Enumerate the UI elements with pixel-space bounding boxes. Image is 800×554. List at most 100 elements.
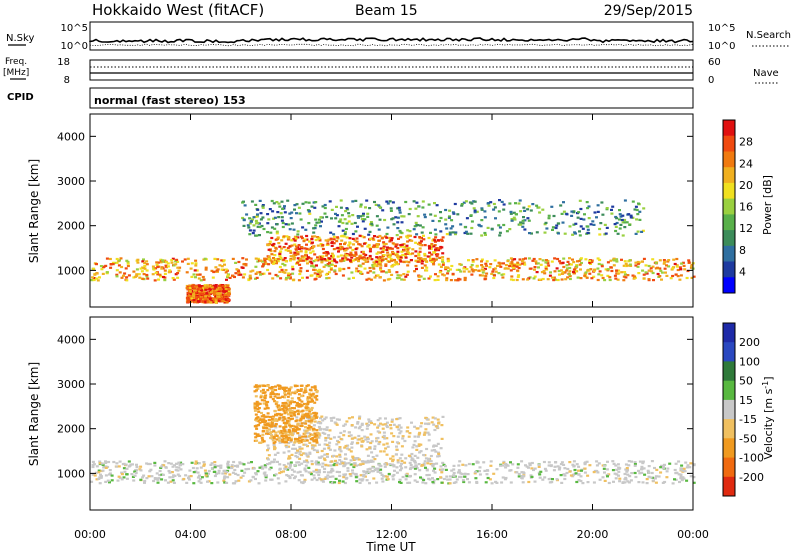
heatmap-cell	[285, 474, 289, 477]
heatmap-cell	[433, 228, 437, 231]
heatmap-cell	[181, 260, 184, 263]
heatmap-cell	[175, 258, 179, 261]
heatmap-cell	[295, 212, 298, 215]
heatmap-cell	[110, 474, 114, 477]
heatmap-cell	[310, 463, 314, 466]
heatmap-cell	[531, 259, 535, 262]
heatmap-cell	[275, 438, 279, 441]
heatmap-cell	[573, 468, 577, 472]
heatmap-cell	[392, 473, 396, 477]
heatmap-cell	[502, 273, 506, 276]
heatmap-cell	[316, 431, 320, 435]
heatmap-cell	[271, 389, 274, 392]
heatmap-cell	[483, 267, 487, 270]
heatmap-cell	[268, 422, 272, 425]
heatmap-cell	[359, 463, 363, 466]
heatmap-cell	[223, 481, 227, 484]
heatmap-cell	[375, 440, 378, 443]
heatmap-cell	[333, 421, 337, 424]
heatmap-cell	[470, 268, 474, 271]
heatmap-cell	[442, 274, 446, 277]
heatmap-cell	[408, 207, 412, 211]
heatmap-cell	[499, 265, 503, 268]
heatmap-cell	[145, 462, 149, 465]
heatmap-cell	[264, 419, 268, 423]
heatmap-cell	[322, 447, 326, 450]
heatmap-cell	[153, 279, 157, 282]
heatmap-cell	[278, 441, 282, 444]
heatmap-cell	[575, 265, 579, 268]
heatmap-cell	[151, 273, 155, 276]
noise-panel-frame	[89, 21, 694, 51]
heatmap-cell	[284, 249, 288, 252]
heatmap-cell	[171, 465, 175, 468]
heatmap-cell	[337, 250, 340, 253]
heatmap-cell	[293, 441, 297, 444]
heatmap-cell	[404, 466, 408, 469]
heatmap-cell	[288, 476, 292, 480]
y-tick-label: 1000	[57, 467, 85, 480]
heatmap-cell	[421, 259, 425, 262]
heatmap-cell	[640, 468, 644, 471]
heatmap-cell	[286, 474, 290, 477]
heatmap-cell	[265, 474, 268, 477]
heatmap-cell	[385, 236, 389, 239]
heatmap-cell	[199, 466, 203, 469]
heatmap-cell	[160, 267, 164, 270]
heatmap-cell	[647, 264, 651, 268]
heatmap-cell	[127, 465, 131, 468]
heatmap-cell	[433, 467, 437, 470]
heatmap-cell	[213, 466, 217, 469]
heatmap-cell	[615, 260, 619, 263]
heatmap-cell	[188, 469, 192, 472]
heatmap-cell	[332, 416, 336, 419]
heatmap-cell	[319, 478, 323, 481]
heatmap-cell	[309, 421, 313, 424]
heatmap-cell	[644, 271, 648, 274]
heatmap-cell	[210, 482, 214, 485]
heatmap-cell	[274, 258, 278, 261]
colorbar-tick-label: -200	[739, 471, 764, 484]
heatmap-cell	[315, 471, 319, 474]
heatmap-cell	[633, 275, 636, 278]
heatmap-cell	[436, 253, 440, 256]
heatmap-cell	[473, 472, 477, 475]
colorbar-swatch	[723, 135, 735, 152]
heatmap-cell	[636, 213, 640, 216]
heatmap-cell	[436, 455, 440, 458]
heatmap-cell	[334, 459, 337, 462]
heatmap-cell	[439, 211, 442, 214]
heatmap-cell	[425, 418, 429, 421]
heatmap-cell	[395, 471, 399, 474]
heatmap-cell	[612, 264, 616, 267]
heatmap-cell	[262, 418, 266, 421]
heatmap-cell	[303, 439, 306, 443]
heatmap-cell	[362, 242, 366, 245]
heatmap-cell	[401, 475, 405, 479]
heatmap-cell	[154, 267, 158, 270]
y-tick-label: 1000	[57, 264, 85, 277]
heatmap-cell	[436, 275, 440, 278]
heatmap-cell	[312, 470, 316, 473]
heatmap-cell	[633, 208, 637, 211]
heatmap-cell	[371, 456, 375, 459]
heatmap-cell	[314, 434, 318, 437]
heatmap-cell	[264, 394, 268, 397]
heatmap-cell	[417, 254, 421, 257]
heatmap-cell	[286, 395, 290, 398]
heatmap-cell	[654, 475, 658, 478]
heatmap-cell	[327, 276, 331, 280]
heatmap-cell	[297, 393, 301, 396]
heatmap-cell	[251, 218, 254, 221]
heatmap-cell	[277, 412, 281, 416]
heatmap-cell	[404, 457, 408, 460]
heatmap-cell	[306, 461, 310, 464]
heatmap-cell	[297, 397, 301, 400]
heatmap-cell	[91, 463, 95, 467]
heatmap-cell	[423, 254, 427, 257]
heatmap-cell	[547, 461, 551, 464]
heatmap-cell	[369, 248, 372, 251]
heatmap-cell	[395, 277, 399, 280]
heatmap-cell	[319, 216, 323, 219]
heatmap-cell	[237, 273, 241, 276]
